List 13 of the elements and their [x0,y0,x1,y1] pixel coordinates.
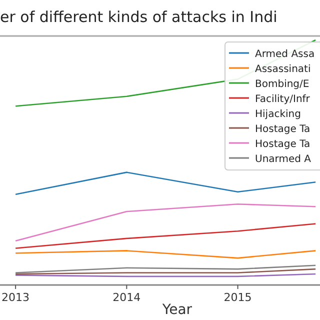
legend-label: Bombing/E [255,79,310,90]
legend-label: Hostage Ta [255,139,310,150]
x-axis-title: Year [161,302,192,318]
legend-label: Facility/Infr [255,94,311,105]
legend-label: Unarmed A [255,154,312,165]
x-tick-label: 2014 [112,291,141,304]
chart-title: er of different kinds of attacks in Indi [0,8,278,26]
x-tick-label: 2015 [224,291,252,304]
legend-label: Hijacking [255,109,301,120]
legend-label: Assassinati [255,64,311,75]
legend-label: Hostage Ta [255,124,310,135]
x-tick-label: 2013 [2,291,30,304]
legend-label: Armed Assa [255,49,315,60]
